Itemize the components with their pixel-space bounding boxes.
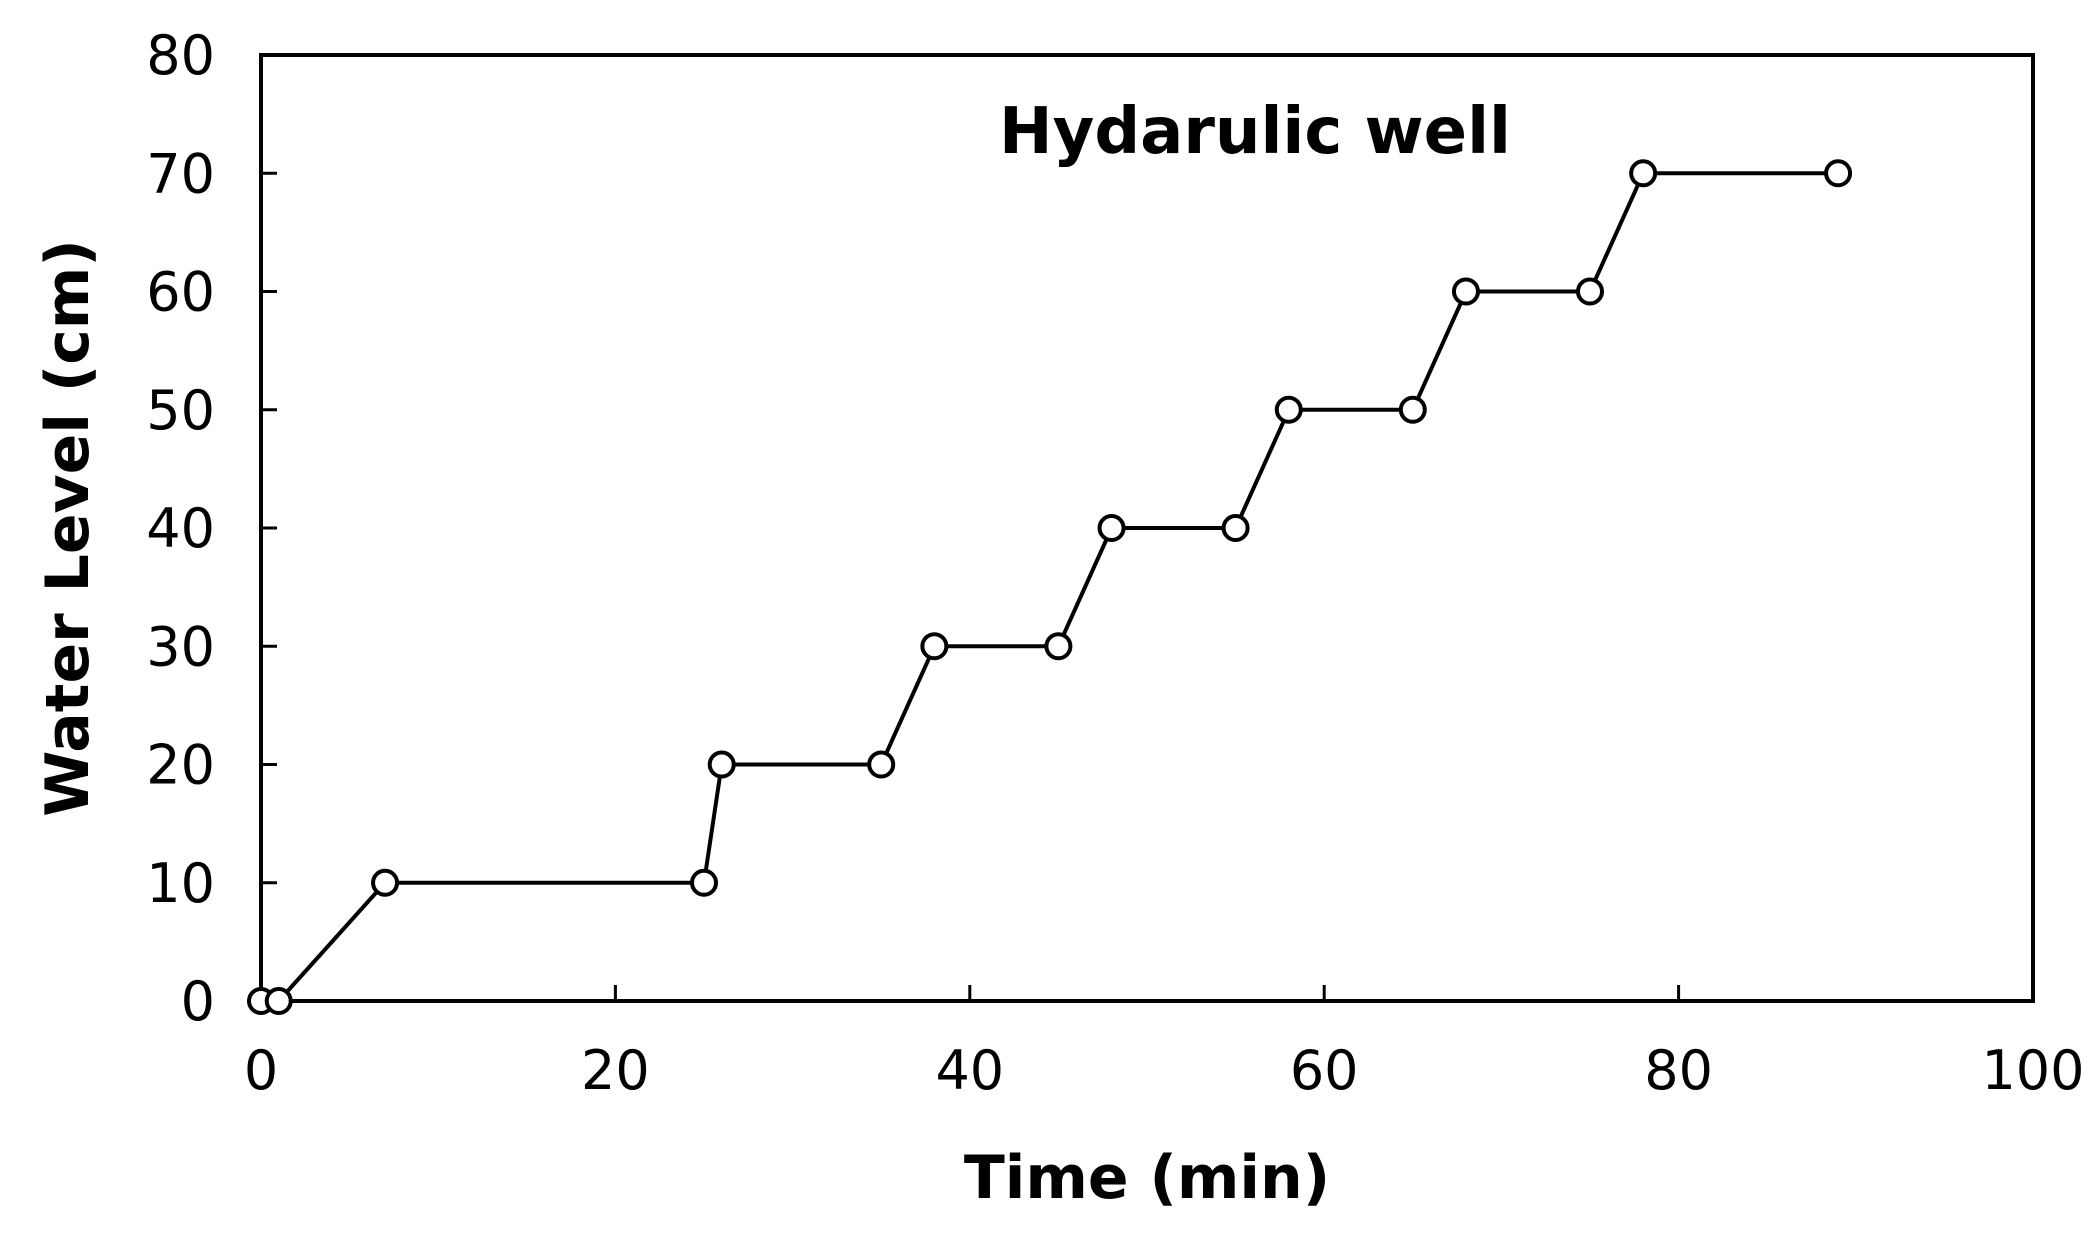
series-layer xyxy=(247,159,1853,1015)
y-axis-title: Water Level (cm) xyxy=(33,239,103,817)
y-tick-label: 70 xyxy=(146,142,215,205)
x-tick-label: 80 xyxy=(1644,1039,1713,1102)
data-point-marker xyxy=(1824,159,1853,188)
y-tick-label: 20 xyxy=(146,734,215,797)
data-point-marker xyxy=(707,750,736,779)
y-tick-label: 30 xyxy=(146,615,215,678)
y-tick-label: 0 xyxy=(181,970,215,1033)
x-tick-label: 0 xyxy=(244,1039,278,1102)
y-tick-label: 40 xyxy=(146,497,215,560)
y-tick-label: 60 xyxy=(146,261,215,324)
data-point-marker xyxy=(264,987,293,1015)
data-point-marker xyxy=(920,632,949,661)
x-tick-label: 40 xyxy=(935,1039,1004,1102)
data-point-marker xyxy=(1221,514,1250,542)
data-point-marker xyxy=(1044,632,1073,661)
data-point-marker xyxy=(867,750,896,779)
data-point-marker xyxy=(1097,514,1126,542)
data-point-marker xyxy=(1398,395,1427,424)
x-tick-label: 60 xyxy=(1290,1039,1359,1102)
data-point-marker xyxy=(1629,159,1658,188)
data-point-marker xyxy=(371,868,400,897)
y-tick-label: 10 xyxy=(146,852,215,915)
x-axis-ticks: 0 20 40 60 80 100 xyxy=(244,985,2085,1102)
series-line xyxy=(261,171,1839,1003)
y-tick-label: 50 xyxy=(146,379,215,442)
y-tick-label: 80 xyxy=(146,24,215,87)
x-axis-title: Time (min) xyxy=(964,1143,1330,1213)
y-axis-ticks: 0 10 20 30 40 50 60 70 80 xyxy=(146,24,277,1033)
x-tick-label: 100 xyxy=(1981,1039,2084,1102)
chart-title: Hydarulic well xyxy=(999,95,1511,169)
data-point-marker xyxy=(1451,277,1480,306)
data-point-marker xyxy=(690,868,718,897)
x-tick-label: 20 xyxy=(581,1039,650,1102)
data-point-marker xyxy=(1576,277,1604,306)
data-point-marker xyxy=(1274,395,1303,424)
